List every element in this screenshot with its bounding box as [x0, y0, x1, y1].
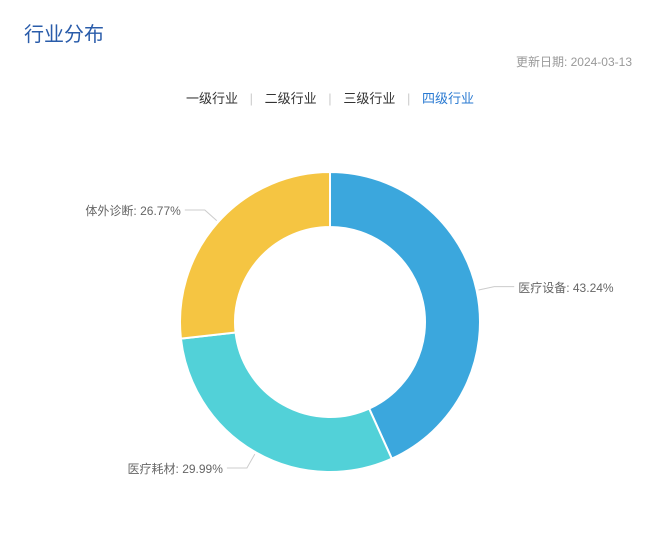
tab-level-2[interactable]: 二级行业 — [263, 88, 319, 107]
donut-svg — [0, 107, 660, 537]
slice-label: 医疗耗材: 29.99% — [128, 460, 223, 477]
industry-level-tabs: 一级行业 | 二级行业 | 三级行业 | 四级行业 — [0, 88, 660, 107]
page-title: 行业分布 — [24, 18, 636, 47]
tab-separator: | — [250, 91, 253, 106]
tab-level-3[interactable]: 三级行业 — [341, 88, 397, 107]
update-date: 更新日期: 2024-03-13 — [0, 47, 660, 70]
tab-level-4[interactable]: 四级行业 — [420, 88, 476, 107]
slice-label: 体外诊断: 26.77% — [85, 202, 180, 219]
donut-slice[interactable] — [181, 333, 392, 472]
tab-level-1[interactable]: 一级行业 — [184, 88, 240, 107]
tab-separator: | — [328, 91, 331, 106]
tab-separator: | — [407, 91, 410, 106]
donut-chart: 医疗设备: 43.24% 医疗耗材: 29.99% 体外诊断: 26.77% — [0, 107, 660, 537]
donut-slice[interactable] — [180, 172, 330, 339]
slice-label: 医疗设备: 43.24% — [518, 279, 613, 296]
